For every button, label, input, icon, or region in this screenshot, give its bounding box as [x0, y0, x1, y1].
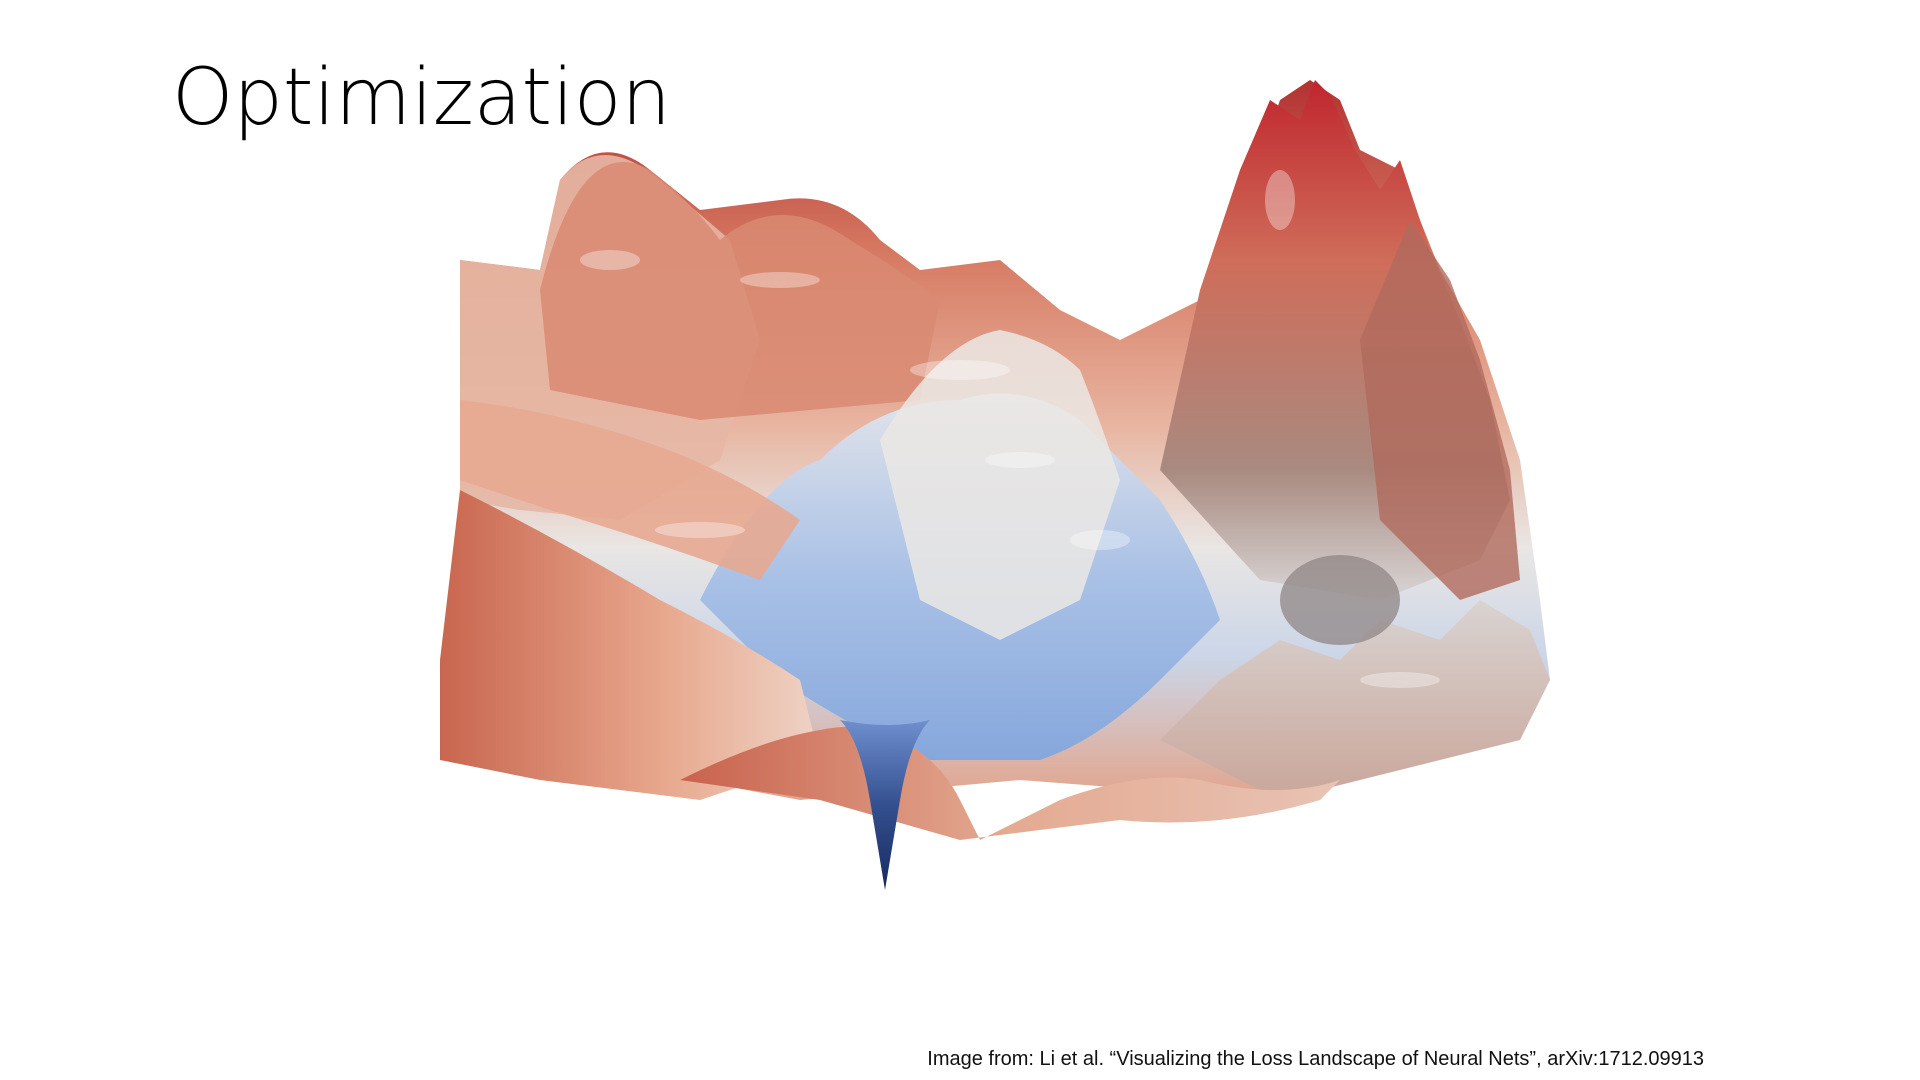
- surface-right-bump: [1280, 555, 1400, 645]
- surface-right-rough: [1160, 600, 1550, 800]
- loss-landscape-figure: [400, 40, 1640, 1060]
- image-source-caption: Image from: Li et al. “Visualizing the L…: [927, 1048, 1704, 1070]
- surface-front-rim: [680, 726, 1340, 840]
- surface-highlights: [580, 170, 1440, 688]
- loss-landscape-illustration: [440, 80, 1550, 890]
- surface-center-ridge: [880, 330, 1120, 640]
- surface-right-ridge: [1360, 220, 1520, 600]
- surface-left-front: [440, 490, 820, 800]
- global-minimum-spike: [840, 720, 930, 890]
- slide-title: Optimization: [172, 53, 671, 143]
- surface-rear-hump: [540, 162, 940, 420]
- surface-left-wall: [460, 400, 800, 580]
